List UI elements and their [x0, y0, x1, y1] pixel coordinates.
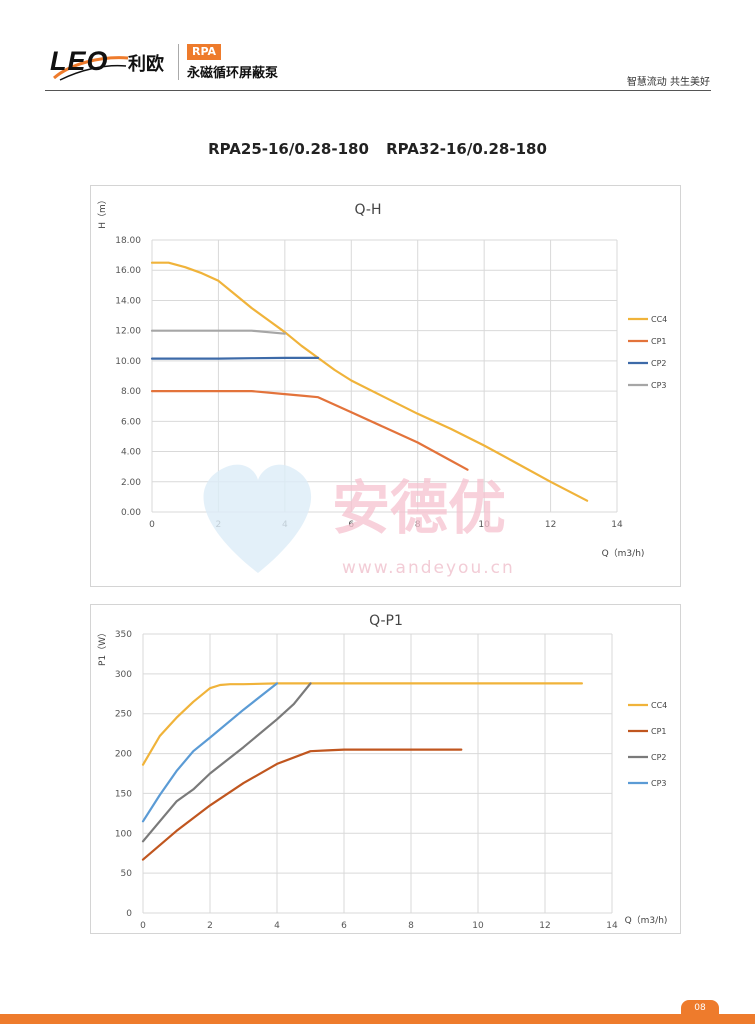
series-line-cp2: [141, 682, 312, 843]
y-tick-label: 2.00: [121, 478, 141, 488]
x-tick-label: 4: [274, 921, 280, 931]
qp1-chart: 0 50 100 150 200 250 300 350 0 2 4 6 8 10 12 14 Q-P1 P1（W…: [97, 613, 668, 931]
slogan: 智慧流动 共生美好: [626, 77, 710, 88]
series-line-cc4: [150, 261, 589, 502]
y-axis-label: H（m）: [97, 195, 108, 229]
y-tick-label: 16.00: [115, 266, 141, 276]
y-tick-label: 50: [121, 869, 133, 879]
page-title: RPA25-16/0.28-180 RPA32-16/0.28-180: [208, 140, 547, 158]
y-tick-label: 8.00: [121, 387, 141, 397]
y-tick-label: 0: [126, 909, 132, 919]
y-tick-label: 300: [115, 670, 132, 680]
legend-label: CP1: [651, 727, 667, 736]
chart-title: Q-P1: [369, 613, 403, 629]
x-tick-label: 12: [539, 921, 550, 931]
y-axis-label: P1（W）: [97, 628, 108, 666]
x-tick-label: 12: [545, 520, 556, 530]
x-tick-label: 14: [611, 520, 623, 530]
page-number: 08: [681, 1000, 719, 1015]
series-line-cp3: [150, 329, 286, 335]
legend-label: CC4: [651, 701, 667, 710]
series-name: 永磁循环屏蔽泵: [187, 66, 279, 81]
y-tick-label: 150: [115, 789, 132, 799]
x-tick-label: 0: [140, 921, 146, 931]
x-axis-label: Q（m3/h): [625, 915, 668, 926]
qh-chart: 0.00 2.00 4.00 6.00 8.00 10.00 12.00 14.00 16.00…: [97, 195, 667, 559]
legend-label: CP3: [651, 779, 667, 788]
y-tick-label: 6.00: [121, 417, 141, 427]
series-line-cp1: [150, 390, 469, 471]
x-tick-label: 14: [606, 921, 618, 931]
header-divider: [45, 90, 711, 91]
series-line-cp1: [141, 748, 463, 861]
legend-label: CP2: [651, 753, 667, 762]
y-tick-label: 100: [115, 829, 132, 839]
legend-label: CP2: [651, 359, 667, 368]
x-tick-label: 6: [341, 921, 347, 931]
y-tick-label: 10.00: [115, 357, 141, 367]
legend-label: CP1: [651, 337, 667, 346]
x-tick-label: 10: [478, 520, 490, 530]
x-tick-label: 0: [149, 520, 155, 530]
y-tick-label: 4.00: [121, 448, 141, 458]
series-line-cp3: [141, 682, 279, 823]
footer-bar: [0, 1014, 755, 1024]
y-tick-label: 350: [115, 630, 132, 640]
chart-title: Q-H: [355, 202, 382, 218]
series-badge: RPA: [187, 44, 222, 60]
header-separator: [178, 44, 179, 80]
series-line-cp2: [150, 356, 320, 360]
x-tick-label: 4: [282, 520, 288, 530]
y-tick-label: 250: [115, 710, 132, 720]
y-tick-label: 14.00: [115, 296, 141, 306]
y-tick-label: 0.00: [121, 508, 141, 518]
qp1-chart-panel: 0 50 100 150 200 250 300 350 0 2 4 6 8 10 12 14 Q-P1 P1（W…: [90, 604, 681, 934]
x-tick-label: 2: [207, 921, 213, 931]
qh-chart-panel: 0.00 2.00 4.00 6.00 8.00 10.00 12.00 14.00 16.00…: [90, 185, 681, 587]
y-tick-label: 18.00: [115, 236, 141, 246]
x-tick-label: 6: [348, 520, 354, 530]
legend-label: CC4: [651, 315, 667, 324]
y-tick-label: 12.00: [115, 327, 141, 337]
leo-logo: LEO 利欧: [50, 40, 175, 84]
y-tick-label: 200: [115, 750, 132, 760]
logo-text: LEO: [50, 46, 109, 76]
logo-swoosh-icon: [53, 56, 129, 81]
page-header: LEO 利欧 RPA 永磁循环屏蔽泵 智慧流动 共生美好: [0, 0, 755, 100]
x-axis-label: Q（m3/h): [602, 548, 645, 559]
logo-cn: 利欧: [128, 54, 164, 75]
series-line-cc4: [141, 682, 583, 766]
legend-label: CP3: [651, 381, 667, 390]
x-tick-label: 8: [415, 520, 421, 530]
x-tick-label: 8: [408, 921, 414, 931]
x-tick-label: 2: [216, 520, 222, 530]
x-tick-label: 10: [472, 921, 484, 931]
